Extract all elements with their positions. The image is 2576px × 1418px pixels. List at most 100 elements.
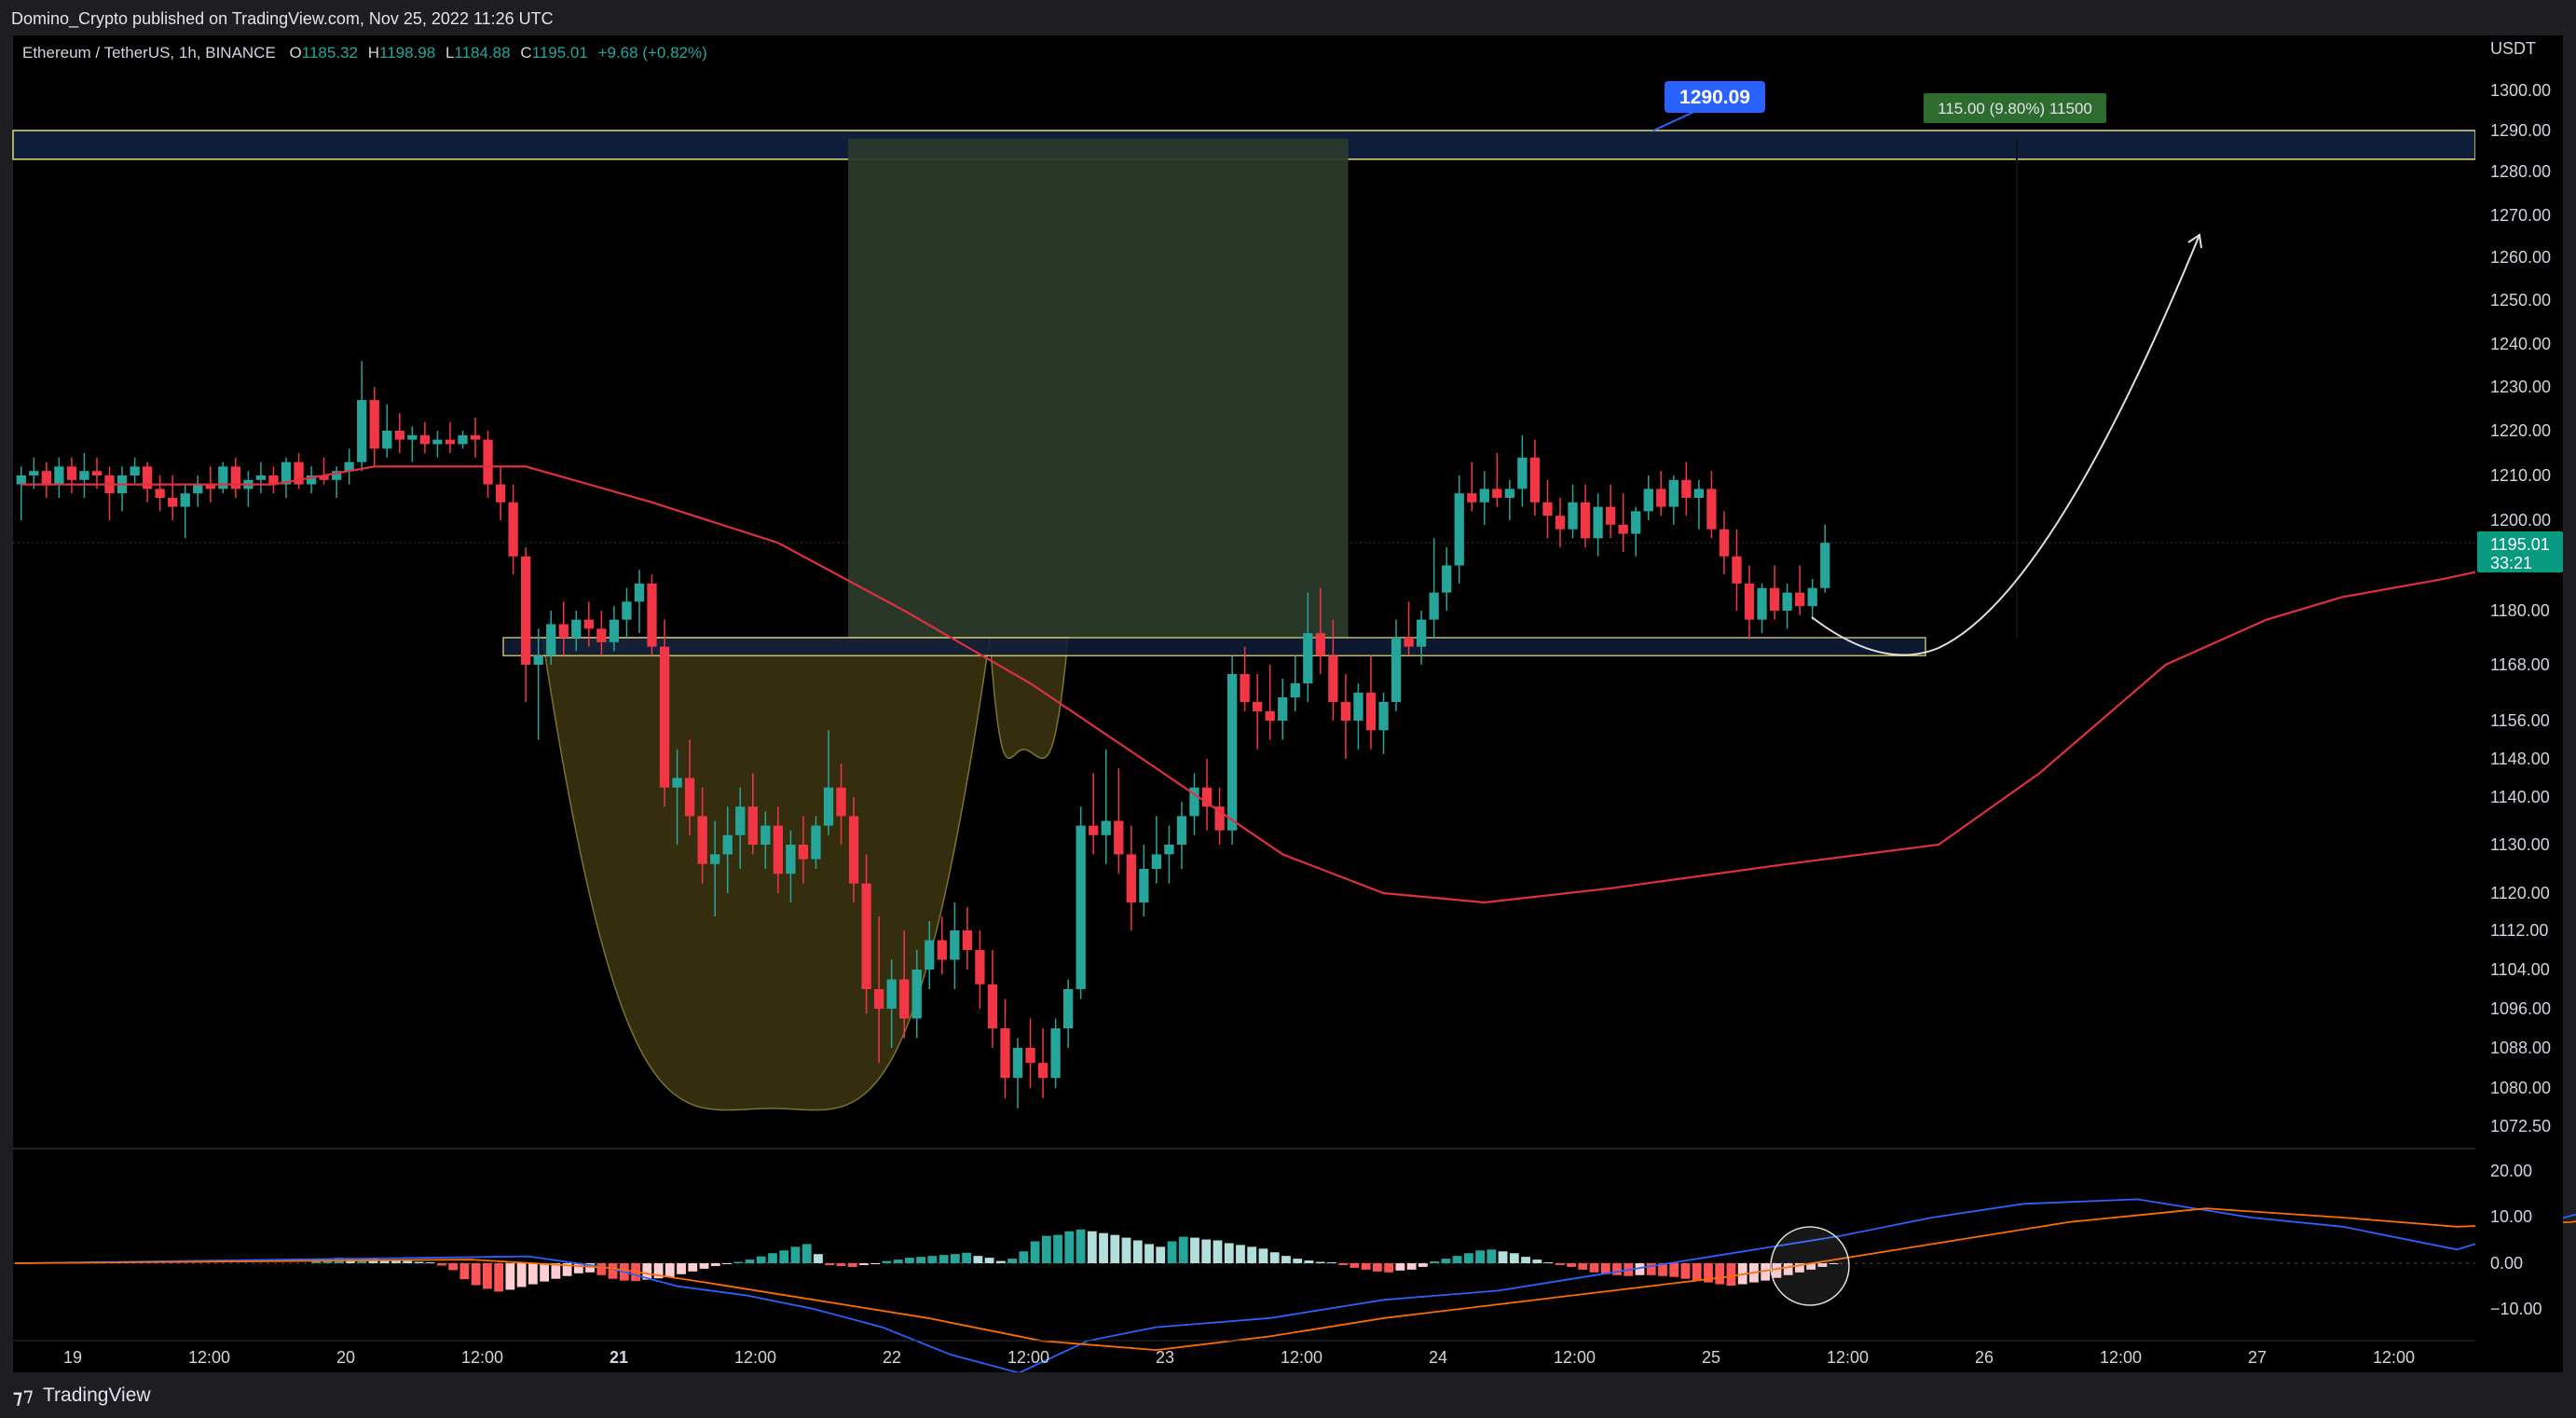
candle: [255, 461, 267, 494]
candle: [596, 611, 607, 656]
last-price-value: 1195.01: [2490, 535, 2550, 554]
candle: [647, 574, 657, 656]
candle: [1214, 787, 1225, 845]
candle: [116, 466, 128, 512]
candle: [987, 950, 998, 1048]
candle-body: [1769, 587, 1780, 611]
macd-histogram-bar: [1144, 1244, 1154, 1263]
candle-body: [1126, 854, 1136, 902]
candle: [773, 806, 783, 893]
macd-histogram-bar: [665, 1263, 675, 1277]
target-price-callout: 1290.09: [1652, 81, 1765, 131]
handle-pattern: [989, 637, 1069, 760]
candle: [470, 417, 481, 458]
candle-body: [634, 583, 645, 602]
candle-body: [848, 816, 859, 884]
candle-body: [306, 475, 317, 485]
candle-body: [79, 471, 89, 480]
candle-body: [521, 556, 531, 665]
macd-histogram-bar: [1761, 1263, 1771, 1281]
candle: [848, 797, 859, 902]
candle: [394, 413, 404, 453]
candle: [1126, 825, 1136, 930]
macd-histogram-bar: [745, 1260, 755, 1263]
publish-header: Domino_Crypto published on TradingView.c…: [0, 0, 2576, 35]
macd-histogram-bar: [1338, 1263, 1349, 1265]
candle-body: [445, 439, 456, 445]
candles-layer: [16, 361, 1830, 1108]
candle: [962, 907, 973, 970]
candle-body: [344, 461, 354, 472]
time-tick-label: 12:00: [1827, 1348, 1869, 1367]
candle-body: [483, 439, 493, 485]
candle: [1114, 768, 1124, 874]
candle: [1391, 619, 1402, 711]
candle-body: [583, 619, 594, 629]
macd-tick-label: −10.00: [2490, 1300, 2542, 1318]
candle: [710, 820, 720, 916]
candle: [1416, 611, 1427, 665]
low-label: L: [445, 44, 455, 62]
macd-histogram-bar: [1178, 1236, 1188, 1263]
macd-histogram-bar: [1406, 1263, 1417, 1270]
zones-layer: [12, 130, 2476, 639]
macd-histogram-bar: [1452, 1256, 1462, 1263]
macd-histogram-bar: [425, 1262, 435, 1264]
candle-body: [823, 787, 834, 826]
candle: [193, 475, 203, 507]
candle: [1605, 484, 1616, 539]
candle-body: [1807, 587, 1817, 607]
candle-body: [899, 979, 910, 1019]
macd-histogram-bar: [847, 1263, 857, 1267]
macd-histogram-bar: [1087, 1231, 1097, 1263]
macd-histogram-bar: [859, 1263, 869, 1265]
long-position-label: 115.00 (9.80%) 11500: [1924, 93, 2106, 123]
candle-body: [458, 434, 468, 445]
macd-histogram-bar: [1463, 1253, 1473, 1263]
candle: [508, 484, 518, 575]
price-tick-label: 1300.00: [2490, 81, 2551, 100]
macd-histogram-bar: [1064, 1231, 1075, 1263]
candle: [1467, 461, 1477, 512]
macd-histogram-bar: [1373, 1263, 1382, 1272]
candle: [1568, 484, 1578, 539]
candle-body: [1214, 806, 1225, 831]
macd-histogram-bar: [562, 1263, 572, 1276]
macd-histogram-bar: [1567, 1263, 1576, 1267]
candle: [1265, 665, 1275, 740]
candle: [1643, 475, 1653, 520]
candle-body: [1012, 1048, 1023, 1079]
candle: [925, 921, 935, 989]
price-tick-label: 1230.00: [2490, 378, 2551, 396]
candle-body: [760, 825, 771, 845]
candle: [445, 421, 456, 453]
candle-body: [1000, 1028, 1010, 1079]
candle-body: [773, 825, 783, 874]
candle-body: [911, 970, 922, 1019]
target-price-label: 1290.09: [1679, 87, 1750, 108]
candle-body: [1201, 787, 1213, 807]
candle-body: [1265, 711, 1275, 721]
macd-histogram-bar: [756, 1256, 766, 1263]
candle: [937, 916, 947, 975]
brand-name[interactable]: TradingView: [43, 1384, 151, 1406]
candle: [142, 461, 153, 502]
candle-body: [1605, 506, 1616, 525]
macd-histogram-bar: [1692, 1263, 1702, 1281]
macd-histogram-bar: [1110, 1234, 1120, 1263]
candle-body: [1517, 457, 1528, 489]
candle-body: [1618, 524, 1628, 534]
time-tick-label: 27: [2248, 1348, 2267, 1367]
candle-body: [319, 475, 329, 480]
macd-histogram-bar: [403, 1260, 413, 1263]
candle: [558, 601, 569, 656]
macd-histogram-bar: [802, 1244, 812, 1263]
candle-body: [684, 778, 695, 817]
candle: [1744, 565, 1755, 638]
candle-body: [1492, 489, 1502, 498]
candle-body: [230, 466, 241, 489]
candle: [786, 830, 796, 902]
candle: [873, 916, 884, 1064]
